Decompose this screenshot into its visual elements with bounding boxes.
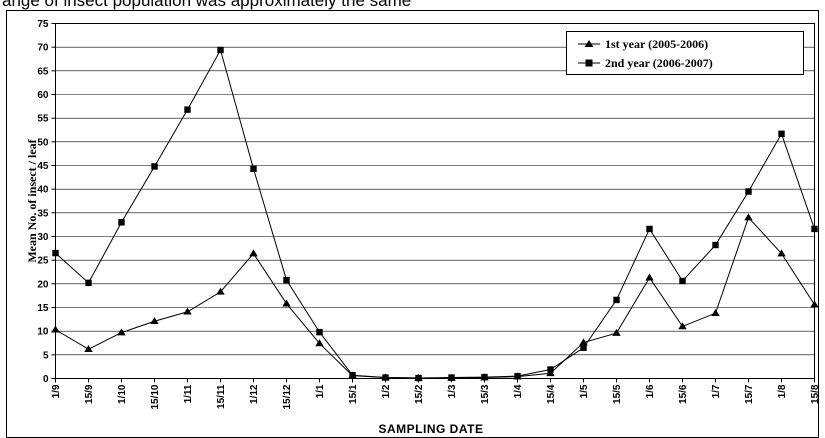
- data-point-square: [151, 163, 158, 170]
- legend-label-1st-year: 1st year (2005-2006): [605, 37, 708, 51]
- data-point-square: [217, 46, 224, 54]
- x-tick-label: 1/12: [249, 384, 260, 404]
- data-point-triangle: [150, 317, 159, 325]
- data-point-triangle: [579, 338, 588, 346]
- data-point-triangle: [51, 325, 60, 333]
- x-tick-label: 15/1: [348, 384, 359, 404]
- y-tick-label: 45: [37, 161, 49, 172]
- data-point-triangle: [315, 339, 324, 347]
- data-point-square: [52, 249, 59, 257]
- data-point-triangle: [678, 322, 687, 330]
- y-tick-label: 50: [37, 137, 49, 148]
- x-axis-label: SAMPLING DATE: [379, 422, 484, 436]
- legend-label-2nd-year: 2nd year (2006-2007): [605, 56, 713, 70]
- y-tick-label: 30: [37, 232, 49, 243]
- x-tick-label: 1/3: [447, 384, 458, 398]
- data-point-square: [316, 328, 323, 336]
- data-point-square: [283, 276, 290, 284]
- data-point-square: [547, 366, 554, 373]
- x-tick-label: 1/7: [711, 384, 722, 398]
- data-point-triangle: [645, 273, 654, 281]
- data-point-triangle: [711, 308, 720, 316]
- legend: 1st year (2005-2006) 2nd year (2006-2007…: [566, 31, 804, 75]
- x-tick-label: 15/8: [810, 384, 821, 404]
- x-tick-label: 15/3: [480, 384, 491, 404]
- y-tick-label: 25: [37, 256, 49, 267]
- data-point-square: [481, 373, 488, 381]
- y-tick-label: 10: [37, 327, 49, 338]
- y-tick-label: 60: [37, 90, 49, 101]
- series-line-2: [55, 48, 815, 379]
- x-tick-label: 1/1: [315, 384, 326, 398]
- data-point-square: [646, 225, 653, 233]
- y-tick-label: 65: [37, 66, 49, 77]
- x-tick-label: 15/11: [216, 384, 227, 409]
- data-point-square: [415, 374, 422, 382]
- x-axis-ticks: 1/9 15/9 1/10 15/10 1/11 15/11 1/12 15/12 1/1 15/…: [51, 378, 821, 410]
- gridlines: [55, 46, 815, 356]
- legend-marker-square: [585, 59, 593, 67]
- x-tick-label: 15/2: [414, 384, 425, 404]
- x-tick-label: 1/10: [117, 384, 128, 404]
- data-point-square: [712, 241, 719, 249]
- y-axis-label: Mean No. of insect / leaf: [25, 138, 39, 262]
- series-group: [51, 46, 819, 382]
- x-tick-label: 1/11: [183, 384, 194, 403]
- data-point-square: [514, 372, 521, 380]
- data-point-square: [250, 165, 257, 173]
- x-tick-label: 1/8: [777, 384, 788, 398]
- data-point-triangle: [744, 213, 753, 221]
- x-tick-label: 1/6: [645, 384, 656, 398]
- y-tick-label: 5: [43, 350, 49, 361]
- x-tick-label: 1/2: [381, 384, 392, 398]
- data-point-triangle: [117, 328, 126, 336]
- data-point-square: [184, 106, 191, 113]
- y-tick-label: 55: [37, 114, 49, 125]
- data-point-square: [580, 344, 587, 351]
- data-point-square: [745, 188, 752, 195]
- plot-area-border: [55, 23, 815, 379]
- data-point-triangle: [612, 328, 621, 336]
- overlapping-caption-text: ange of insect population was approximat…: [2, 0, 412, 10]
- data-point-square: [778, 130, 785, 137]
- legend-box: [566, 31, 804, 75]
- y-tick-label: 35: [37, 208, 49, 219]
- x-tick-label: 15/10: [150, 384, 161, 409]
- x-tick-label: 15/6: [678, 384, 689, 404]
- data-point-triangle: [249, 249, 258, 257]
- data-point-triangle: [183, 307, 192, 315]
- data-point-triangle: [216, 287, 225, 295]
- x-tick-label: 1/4: [513, 384, 524, 398]
- x-tick-label: 15/9: [84, 384, 95, 404]
- data-point-triangle: [777, 249, 786, 257]
- data-point-square: [613, 296, 620, 304]
- data-point-square: [811, 225, 818, 233]
- x-tick-label: 15/4: [546, 384, 557, 404]
- y-tick-label: 70: [37, 43, 49, 54]
- data-point-square: [85, 279, 92, 287]
- data-point-square: [382, 374, 389, 381]
- series-line-1: [55, 216, 815, 379]
- x-tick-label: 1/5: [579, 384, 590, 398]
- x-tick-label: 15/7: [744, 384, 755, 404]
- data-point-triangle: [810, 300, 819, 308]
- data-point-triangle: [282, 299, 291, 307]
- y-tick-label: 15: [37, 303, 49, 314]
- y-tick-label: 20: [37, 279, 49, 290]
- data-point-square: [118, 219, 125, 226]
- data-point-triangle: [84, 344, 93, 352]
- data-point-square: [448, 374, 455, 381]
- y-tick-label: 75: [37, 19, 49, 30]
- data-point-square: [679, 277, 686, 285]
- y-tick-label: 40: [37, 185, 49, 196]
- legend-marker-triangle: [584, 40, 594, 47]
- data-point-square: [349, 371, 356, 379]
- y-axis-ticks: 0 5 10 15 20 25 30 35 40 45 50 55 60 65 70 75: [37, 19, 56, 385]
- y-tick-label: 0: [43, 374, 49, 385]
- x-tick-label: 15/5: [612, 384, 623, 404]
- x-tick-label: 1/9: [51, 384, 62, 398]
- x-tick-label: 15/12: [282, 384, 293, 409]
